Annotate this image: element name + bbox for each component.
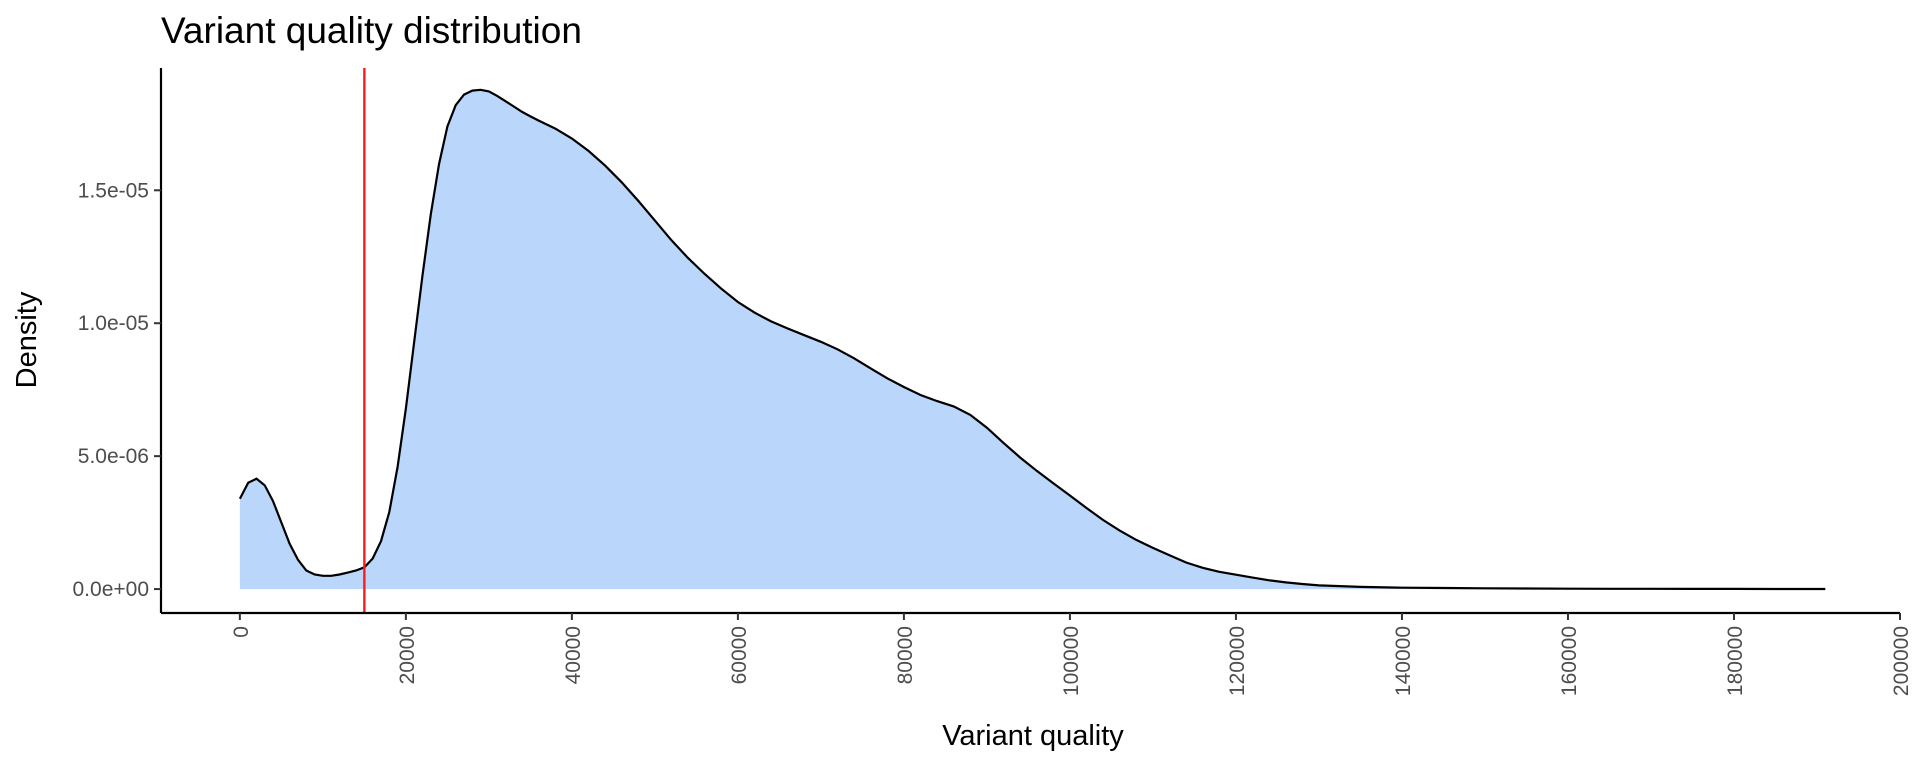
x-tick-label: 60000	[728, 626, 751, 684]
x-tick-label: 40000	[562, 626, 585, 684]
x-tick-label: 120000	[1226, 626, 1249, 696]
y-tick-label: 5.0e-06	[78, 445, 149, 468]
x-axis-title: Variant quality	[942, 720, 1124, 752]
y-axis-ticks: 0.0e+00 5.0e-06 1.0e-05 1.5e-05	[73, 179, 161, 601]
x-tick-label: 140000	[1392, 626, 1415, 696]
chart-title: Variant quality distribution	[161, 10, 582, 51]
x-tick-label: 200000	[1890, 626, 1913, 696]
x-tick-label: 0	[230, 626, 253, 638]
x-tick-label: 100000	[1060, 626, 1083, 696]
plot-area	[238, 68, 1826, 613]
y-tick-label: 1.5e-05	[78, 179, 149, 202]
y-tick-label: 1.0e-05	[78, 312, 149, 335]
x-tick-label: 160000	[1558, 626, 1581, 696]
y-axis-title: Density	[11, 291, 43, 388]
y-tick-label: 0.0e+00	[73, 578, 150, 601]
x-tick-label: 80000	[894, 626, 917, 684]
density-curve	[238, 88, 1826, 591]
x-tick-label: 20000	[396, 626, 419, 684]
x-axis-ticks: 0 20000 40000 60000 80000 100000 120000 140000 1…	[230, 613, 1913, 696]
density-area	[239, 89, 1826, 590]
x-tick-label: 180000	[1724, 626, 1747, 696]
